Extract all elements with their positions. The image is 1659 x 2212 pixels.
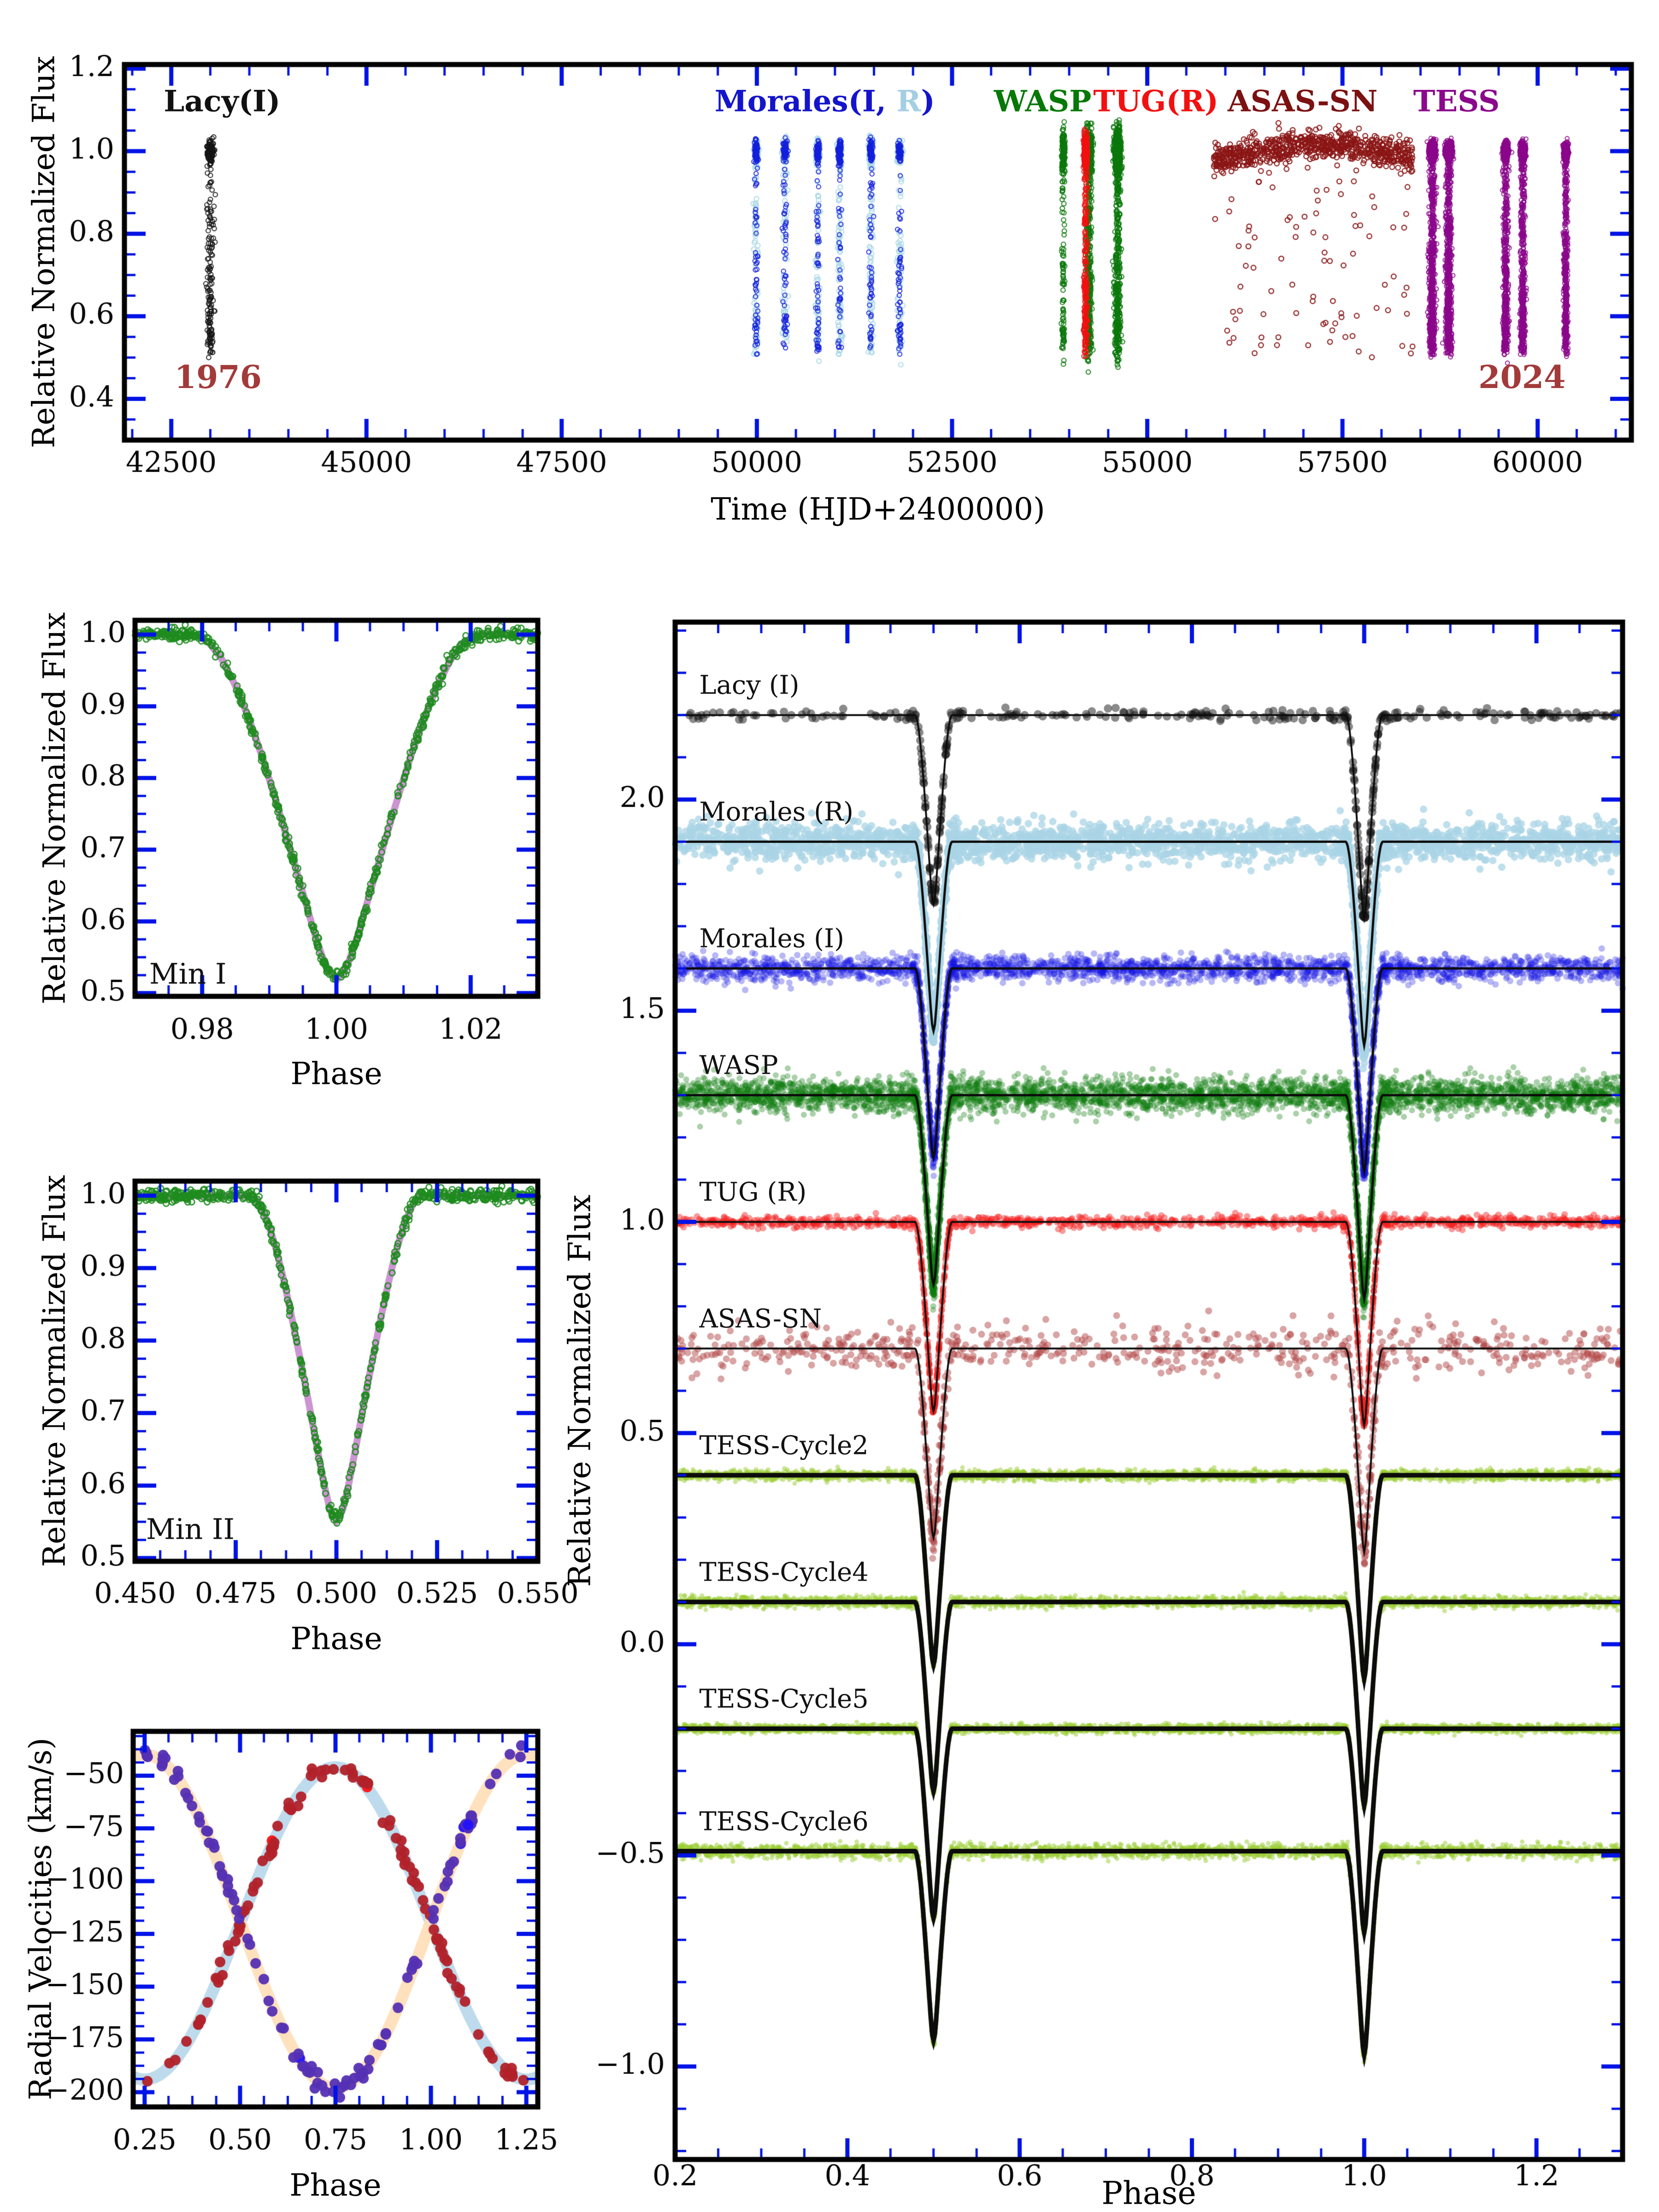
series-label-asas-sn: ASAS-SN [699,1304,822,1334]
wasp-label: WASP [994,84,1092,118]
label-segment: 1976 [174,359,262,396]
series-label-tug-r-: TUG (R) [699,1177,807,1207]
morales-label: Morales(I, R) [715,84,935,118]
label-segment: TUG(R) [1093,84,1219,119]
tug-label: TUG(R) [1093,84,1218,118]
label-segment: ) [921,84,935,119]
tess-label: TESS [1413,84,1500,118]
label-segment: WASP [994,84,1092,119]
label-segment: Lacy(I) [164,84,281,119]
series-label-wasp: WASP [699,1050,778,1081]
top-panel-ylabel: Relative Normalized Flux [26,56,62,448]
min1-panel-xlabel: Phase [290,1056,382,1092]
series-label-morales-r-: Morales (R) [699,797,853,827]
min1-corner-label: Min I [149,957,227,991]
year-1976: 1976 [175,359,262,396]
series-label-tess-cycle4: TESS-Cycle4 [699,1557,869,1588]
rv-panel-xlabel: Phase [289,2167,382,2203]
rv-panel-ylabel: Radial Velocities (km/s) [23,1737,59,2100]
min2-panel-ylabel: Relative Normalized Flux [36,1175,72,1567]
label-segment: TESS [1413,84,1500,119]
series-label-tess-cycle5: TESS-Cycle5 [699,1684,869,1714]
label-segment: Morales(I, [714,84,897,119]
series-label-tess-cycle2: TESS-Cycle2 [699,1430,869,1461]
min2-panel-xlabel: Phase [290,1621,382,1657]
lacy-label: Lacy(I) [164,84,280,118]
asassn-label: ASAS-SN [1228,84,1377,118]
series-label-lacy-i-: Lacy (I) [699,670,800,700]
label-segment: R [896,84,921,119]
label-segment: ASAS-SN [1228,84,1378,119]
series-label-morales-i-: Morales (I) [699,924,844,954]
min1-panel-ylabel: Relative Normalized Flux [36,612,72,1005]
label-segment: 2024 [1478,359,1566,396]
top-panel-xlabel: Time (HJD+2400000) [711,491,1045,527]
year-2024: 2024 [1478,359,1565,396]
series-label-tess-cycle6: TESS-Cycle6 [699,1806,869,1837]
min2-corner-label: Min II [146,1512,235,1546]
folded-panel-ylabel: Relative Normalized Flux [562,1194,598,1587]
folded-panel-xlabel: Phase [1101,2175,1196,2212]
